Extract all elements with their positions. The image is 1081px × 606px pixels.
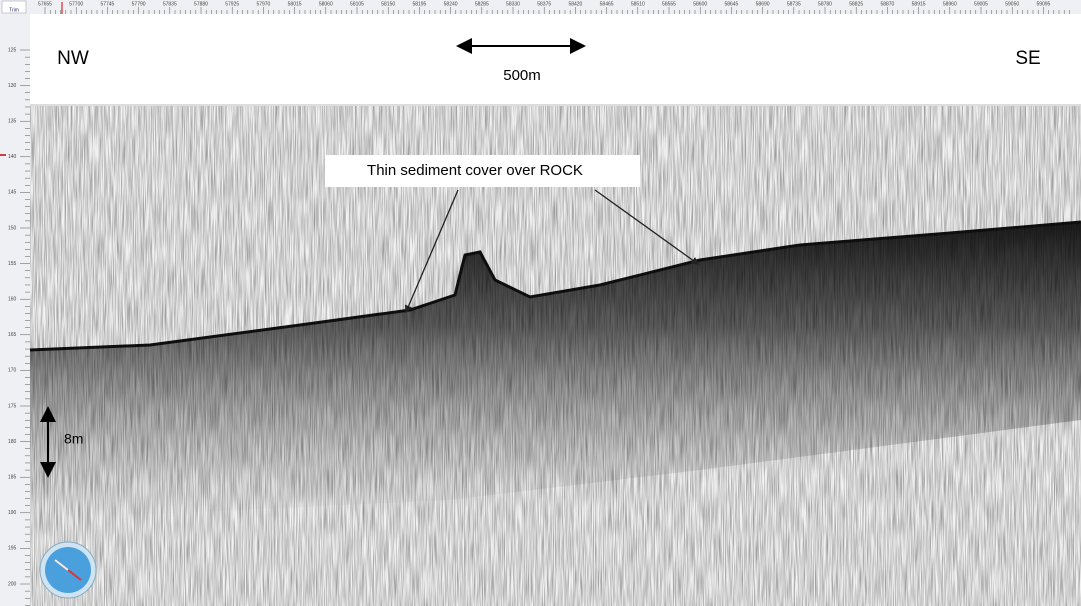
top-ruler-label: 58105 [350, 1, 364, 7]
left-ruler-label: 130 [8, 83, 17, 89]
top-ruler-label: 58465 [600, 1, 614, 7]
top-ruler-label: 57700 [69, 1, 83, 7]
top-ruler-label: 58195 [412, 1, 426, 7]
left-ruler-label: 185 [8, 475, 17, 481]
top-ruler-label: 58780 [818, 1, 832, 7]
left-ruler-label: 140 [8, 154, 17, 160]
left-ruler-label: 160 [8, 297, 17, 303]
top-ruler-label: 58960 [943, 1, 957, 7]
left-ruler-label: 180 [8, 439, 17, 445]
se-label: SE [1015, 48, 1040, 69]
top-ruler-label: 58510 [631, 1, 645, 7]
top-ruler-label: 59050 [1005, 1, 1019, 7]
top-ruler-label: 58915 [912, 1, 926, 7]
trim-label: Trim [9, 7, 19, 13]
top-ruler-label: 57835 [163, 1, 177, 7]
top-ruler-label: 58330 [506, 1, 520, 7]
top-ruler-label: 58690 [756, 1, 770, 7]
left-ruler-label: 175 [8, 403, 17, 409]
left-ruler-label: 155 [8, 261, 17, 267]
top-ruler-label: 59005 [974, 1, 988, 7]
left-ruler-label: 165 [8, 332, 17, 338]
top-ruler-label: 57925 [225, 1, 239, 7]
horizontal-scale-label: 500m [503, 67, 541, 84]
callout-text: Thin sediment cover over ROCK [367, 162, 583, 179]
vertical-scale-label: 8m [64, 431, 83, 447]
left-ruler-label: 170 [8, 368, 17, 374]
left-ruler-label: 125 [8, 47, 17, 53]
compass[interactable] [40, 542, 96, 598]
top-ruler-label: 58825 [849, 1, 863, 7]
left-ruler-label: 150 [8, 225, 17, 231]
top-ruler-label: 58420 [568, 1, 582, 7]
top-ruler-label: 58240 [444, 1, 458, 7]
top-ruler-label: 58645 [724, 1, 738, 7]
left-ruler-label: 200 [8, 581, 17, 587]
left-ruler-label: 135 [8, 119, 17, 125]
top-ruler-label: 58375 [537, 1, 551, 7]
profiler-view: 57655 57700 57745 57790 57835 57880 57925 57970… [0, 0, 1081, 606]
top-ruler-label: 57790 [132, 1, 146, 7]
top-ruler-label: 59095 [1036, 1, 1050, 7]
top-ruler-label: 58015 [288, 1, 302, 7]
top-ruler-label: 58060 [319, 1, 333, 7]
left-ruler-label: 195 [8, 546, 17, 552]
top-ruler-label: 58735 [787, 1, 801, 7]
nw-label: NW [57, 48, 89, 69]
top-ruler-label: 57655 [38, 1, 52, 7]
top-ruler-label: 58870 [880, 1, 894, 7]
top-ruler-label: 57970 [256, 1, 270, 7]
top-ruler-label: 57745 [100, 1, 114, 7]
top-ruler-label: 58150 [381, 1, 395, 7]
top-ruler-label: 58555 [662, 1, 676, 7]
top-ruler-label: 58600 [693, 1, 707, 7]
header-area [30, 14, 1081, 105]
left-ruler-label: 190 [8, 510, 17, 516]
top-ruler-label: 57880 [194, 1, 208, 7]
left-ruler-label: 145 [8, 190, 17, 196]
top-ruler-label: 58285 [475, 1, 489, 7]
